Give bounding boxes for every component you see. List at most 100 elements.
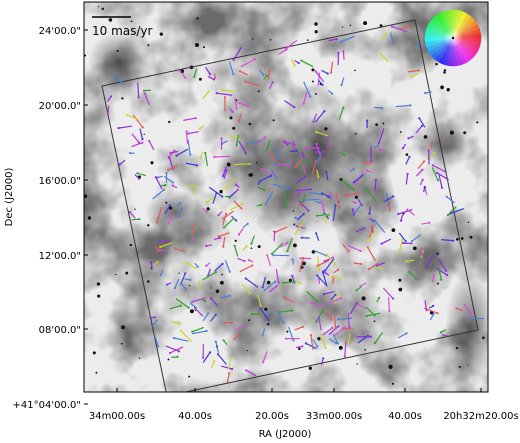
field-star <box>363 21 368 26</box>
x-tick-4: 40.00s <box>388 388 422 422</box>
motion-vector <box>229 203 243 211</box>
scale-bar: 10 mas/yr <box>92 16 153 38</box>
motion-vector <box>352 209 356 217</box>
source-point <box>196 265 199 268</box>
source-point <box>191 300 194 303</box>
source-point <box>118 163 121 166</box>
source-point <box>214 313 217 316</box>
source-point <box>193 75 196 78</box>
source-point <box>223 226 226 229</box>
source-point <box>285 337 288 340</box>
motion-vector <box>192 326 205 333</box>
source-point <box>314 159 318 163</box>
source-point <box>236 188 239 191</box>
source-point <box>295 149 299 152</box>
motion-vector <box>367 229 377 242</box>
source-point <box>368 212 371 215</box>
motion-vector <box>316 131 329 137</box>
source-point <box>191 237 194 240</box>
motion-vector <box>189 302 197 308</box>
y-tick-3: 16'00.0" <box>39 176 88 187</box>
source-point <box>188 185 191 188</box>
source-point <box>314 151 318 154</box>
motion-vector <box>236 134 240 146</box>
field-star <box>84 54 87 57</box>
field-star <box>234 239 237 243</box>
y-tick-2: 12'00.0" <box>39 251 88 262</box>
source-point <box>282 281 285 284</box>
motion-vector <box>347 333 351 344</box>
field-star <box>361 296 366 301</box>
source-point <box>224 187 227 190</box>
field-star <box>84 194 88 199</box>
field-star <box>178 272 180 274</box>
source-point <box>410 75 413 78</box>
source-point <box>317 83 320 86</box>
source-point <box>321 304 324 307</box>
field-star <box>375 123 378 126</box>
motion-vector <box>169 346 184 354</box>
motion-vector <box>322 270 330 276</box>
x-tick-label-2: 20.00s <box>255 411 289 422</box>
source-point <box>230 321 233 324</box>
motion-vector <box>174 247 186 253</box>
motion-vector <box>171 321 180 324</box>
source-point <box>292 147 295 150</box>
motion-vector <box>233 46 243 61</box>
source-point <box>229 294 232 297</box>
motion-vector <box>266 255 272 267</box>
source-point <box>173 287 176 290</box>
source-point <box>277 163 280 166</box>
source-point <box>141 141 144 144</box>
source-point <box>217 235 220 238</box>
motion-vector <box>129 211 136 219</box>
motion-vector <box>418 117 426 128</box>
source-point <box>262 361 265 364</box>
motion-vector <box>271 242 284 255</box>
source-point <box>291 258 294 261</box>
motion-vector <box>303 81 311 97</box>
motion-vector <box>317 152 322 164</box>
source-point <box>219 236 222 239</box>
motion-vector <box>238 141 247 154</box>
source-point <box>141 138 144 141</box>
field-star <box>168 120 171 124</box>
source-point <box>399 219 403 222</box>
source-point <box>232 58 235 61</box>
source-point <box>143 92 146 95</box>
source-point <box>299 168 302 171</box>
source-point <box>223 96 227 99</box>
source-point <box>251 264 254 267</box>
source-point <box>307 209 310 212</box>
motion-vector <box>301 60 314 68</box>
motion-vector <box>238 228 244 235</box>
motion-vector <box>273 232 276 242</box>
source-point <box>335 38 338 41</box>
source-point <box>250 242 253 245</box>
motion-vector <box>233 334 239 341</box>
motion-vector <box>353 174 365 183</box>
source-point <box>392 41 395 44</box>
source-point <box>444 269 448 272</box>
motion-vector <box>340 35 356 43</box>
source-point <box>331 92 334 95</box>
source-point <box>359 285 362 288</box>
motion-vector <box>251 313 261 315</box>
field-star <box>220 280 224 285</box>
motion-vector <box>206 196 215 203</box>
source-point <box>154 176 157 179</box>
motion-vector <box>347 244 361 252</box>
source-point <box>449 212 452 215</box>
field-star <box>147 280 150 283</box>
source-point <box>179 329 182 332</box>
source-point <box>378 147 381 150</box>
source-point <box>158 240 161 243</box>
source-point <box>205 264 208 267</box>
motion-vector <box>239 70 248 76</box>
source-point <box>428 221 431 224</box>
source-point <box>109 95 113 98</box>
source-point <box>164 184 167 187</box>
motion-vector <box>111 74 124 84</box>
field-star <box>467 221 470 224</box>
motion-vector <box>268 285 278 293</box>
